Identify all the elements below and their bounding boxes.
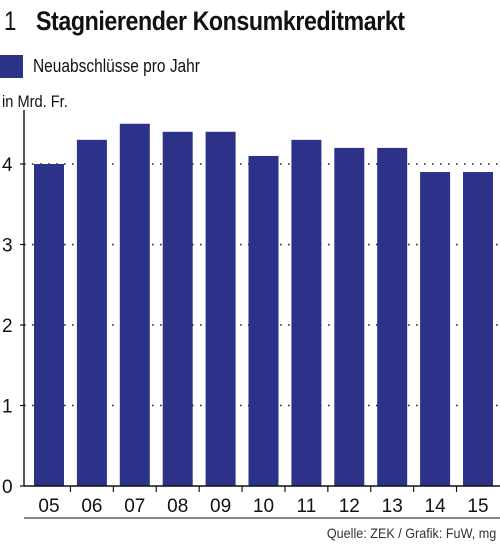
bar <box>162 131 193 487</box>
x-tick-label: 06 <box>81 496 102 517</box>
bar <box>119 123 150 486</box>
bar <box>377 147 408 486</box>
bar <box>463 172 493 487</box>
y-tick-label: 0 <box>2 477 13 498</box>
bar <box>205 131 236 487</box>
legend-swatch <box>0 54 23 78</box>
bar <box>334 147 365 486</box>
chart-title: Stagnierender Konsumkreditmarkt <box>36 6 405 36</box>
y-tick-label: 4 <box>2 155 13 176</box>
unit-label: in Mrd. Fr. <box>2 92 68 111</box>
bar <box>420 172 451 487</box>
bar <box>248 155 279 486</box>
x-tick-label: 07 <box>124 496 145 517</box>
bar <box>76 139 107 486</box>
x-tick-label: 08 <box>167 496 188 517</box>
x-tick-label: 09 <box>210 496 231 517</box>
x-tick-label: 05 <box>38 496 59 517</box>
y-tick-label: 1 <box>2 397 13 418</box>
y-tick-label: 3 <box>2 236 13 257</box>
y-tick-label: 2 <box>2 316 13 337</box>
bar <box>34 164 64 486</box>
legend-label: Neuabschlüsse pro Jahr <box>33 55 200 76</box>
source-credit: Quelle: ZEK / Grafik: FuW, mg <box>326 525 496 541</box>
x-tick-label: 13 <box>382 496 403 517</box>
x-tick-label: 10 <box>253 496 274 517</box>
legend: Neuabschlüsse pro Jahr <box>0 54 227 78</box>
chart-number: 1 <box>4 6 17 36</box>
x-tick-label: 11 <box>297 496 317 517</box>
bar <box>291 139 322 486</box>
title-row: 1 Stagnierender Konsumkreditmarkt <box>4 6 465 40</box>
x-tick-label: 14 <box>425 496 447 517</box>
x-tick-label: 15 <box>467 496 488 517</box>
x-tick-label: 12 <box>339 496 360 517</box>
